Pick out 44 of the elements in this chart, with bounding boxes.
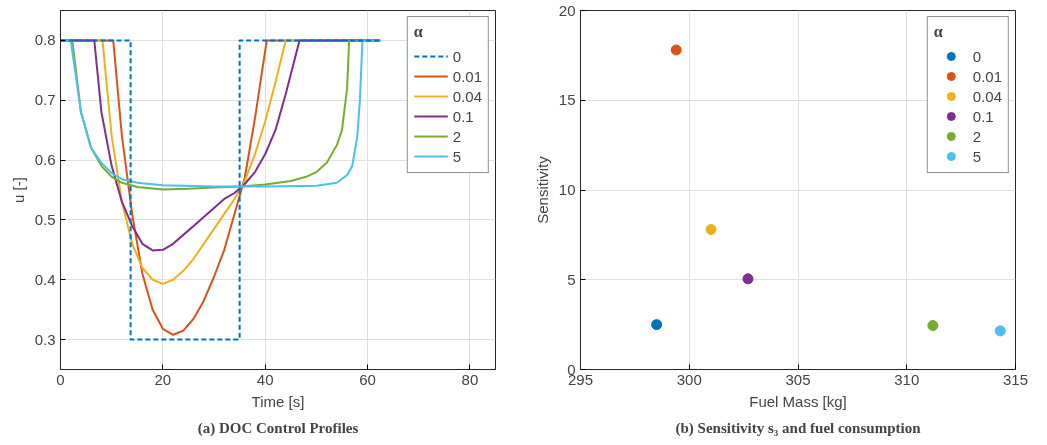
legend-title: α <box>413 23 424 41</box>
y-tick-label: 0.4 <box>34 270 56 288</box>
point <box>994 325 1006 337</box>
legend-label: 0.04 <box>452 87 482 105</box>
legend-label: 0.1 <box>452 107 474 125</box>
x-tick-label: 40 <box>256 370 274 388</box>
legend-label: 5 <box>972 147 983 165</box>
x-tick-label: 305 <box>785 370 811 388</box>
y-tick-label: 0.3 <box>34 330 56 348</box>
text: (b) Sensitivity s₃ and fuel consumption <box>675 419 922 437</box>
y-tick-label: 0.5 <box>34 210 56 228</box>
y-axis-title: Sensitivity <box>533 155 551 224</box>
x-tick-label: 60 <box>359 370 376 388</box>
x-tick-label: 315 <box>1002 370 1029 388</box>
text: (a) DOC Control Profiles <box>197 419 359 437</box>
x-axis-title: Fuel Mass [kg] <box>749 392 847 410</box>
legend-label: 0.01 <box>972 67 1002 85</box>
point <box>705 224 717 235</box>
y-tick-label: 10 <box>558 181 576 198</box>
legend-label: 0 <box>972 47 983 65</box>
point <box>651 319 663 331</box>
point <box>927 320 939 332</box>
legend-label: 0.04 <box>972 87 1002 105</box>
x-tick-label: 300 <box>676 370 702 388</box>
y-axis-title: u [-] <box>9 177 27 203</box>
y-tick-label: 5 <box>567 270 576 288</box>
x-tick-label: 310 <box>894 370 920 388</box>
y-tick-label: 0.7 <box>34 91 56 109</box>
x-axis-title: Time [s] <box>251 392 305 410</box>
legend-label: 0.1 <box>972 107 994 125</box>
point <box>670 44 682 56</box>
legend-label: 2 <box>972 127 983 145</box>
legend-label: 0 <box>452 47 463 65</box>
legend-label: 5 <box>452 147 463 165</box>
y-tick-label: 0.8 <box>34 31 56 49</box>
y-tick-label: 0.6 <box>34 151 56 169</box>
legend-title: α <box>933 23 944 41</box>
legend-label: 0.01 <box>452 67 482 85</box>
y-tick-label: 20 <box>558 1 576 19</box>
point <box>742 273 754 285</box>
y-tick-label: 15 <box>558 91 576 109</box>
legend-label: 2 <box>452 127 463 145</box>
x-tick-label: 80 <box>461 370 479 388</box>
x-tick-label: 20 <box>154 370 172 388</box>
